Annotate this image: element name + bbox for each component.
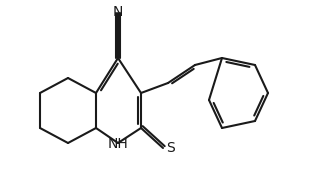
Text: S: S <box>166 141 175 155</box>
Text: NH: NH <box>108 137 128 151</box>
Text: N: N <box>113 5 123 19</box>
